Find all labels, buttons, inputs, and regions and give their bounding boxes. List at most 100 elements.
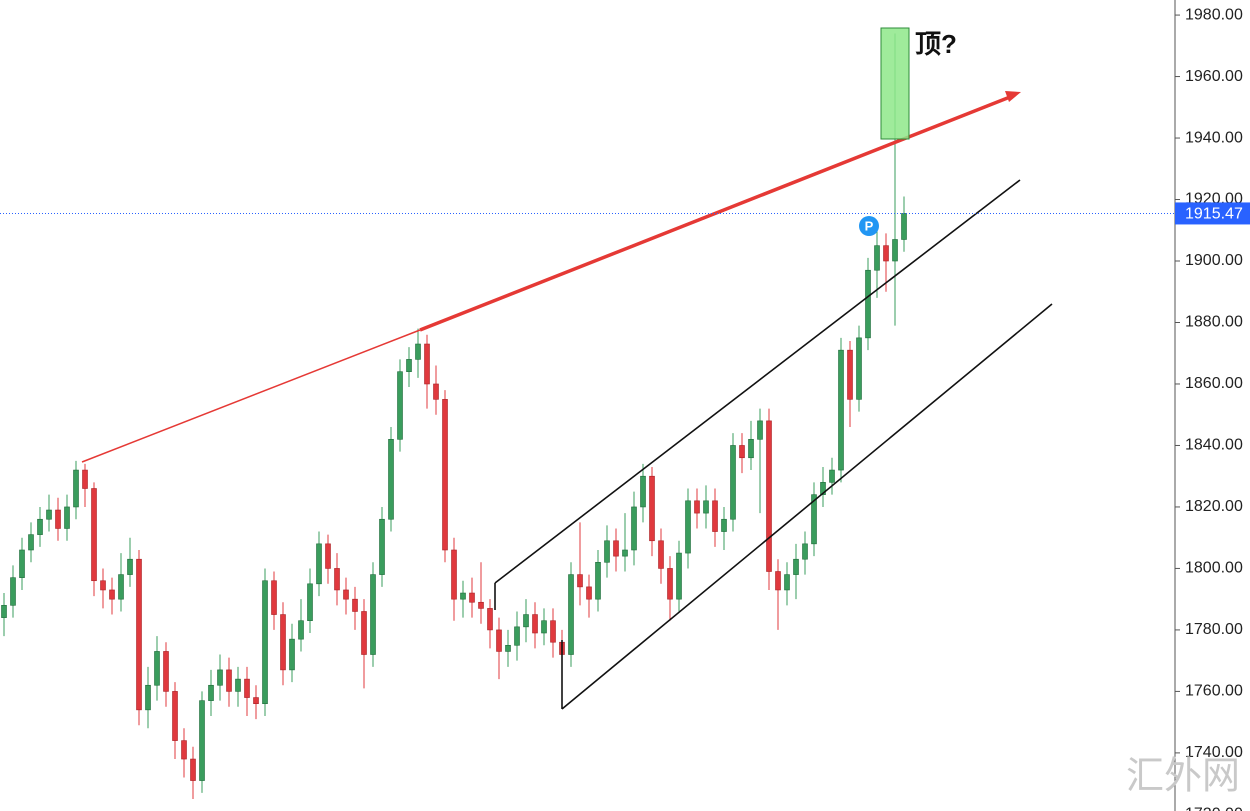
candle-body [856, 337, 862, 400]
marker-badge [859, 216, 879, 236]
candle-body [883, 245, 889, 262]
y-tick-label: 1760.00 [1185, 683, 1243, 700]
y-tick-label: 1880.00 [1185, 314, 1243, 331]
candle-body [730, 445, 736, 520]
candle-body [550, 620, 556, 643]
candle-body [739, 445, 745, 459]
y-tick-label: 1840.00 [1185, 437, 1243, 454]
candle-body [199, 700, 205, 781]
y-tick-label: 1740.00 [1185, 744, 1243, 761]
candle-body [847, 349, 853, 400]
candle-body [217, 669, 223, 686]
y-tick-label: 1860.00 [1185, 375, 1243, 392]
candle-body [145, 684, 151, 711]
candle-body [658, 540, 664, 569]
candle-body [811, 494, 817, 545]
y-tick-label: 1820.00 [1185, 498, 1243, 515]
candle-body [748, 439, 754, 459]
channel-line [561, 303, 1053, 710]
watermark: 汇外网 [1126, 756, 1240, 798]
candle-body [172, 691, 178, 741]
candle-body [487, 608, 493, 631]
candle-body [289, 638, 295, 671]
candle-body [721, 518, 727, 532]
candle-body [226, 669, 232, 692]
candle-body [802, 543, 808, 560]
candle-body [406, 359, 412, 372]
candle-body [685, 500, 691, 554]
candle-body [523, 614, 529, 628]
candle-body [469, 592, 475, 603]
candle-body [208, 684, 214, 701]
candle-body [388, 439, 394, 520]
candle-body [334, 568, 340, 591]
candle-body [478, 601, 484, 609]
candle-body [694, 500, 700, 514]
candle-body [55, 509, 61, 529]
candle-body [370, 574, 376, 655]
candle-body [622, 549, 628, 557]
candle-body [64, 506, 70, 529]
candle-body [793, 558, 799, 575]
candle-body [640, 475, 646, 508]
candle-body [352, 598, 358, 612]
candle-body [433, 383, 439, 400]
candle-body [838, 349, 844, 471]
candle-body [415, 343, 421, 360]
arrow-head [1005, 91, 1021, 102]
candle-body [631, 506, 637, 551]
candle-body [568, 574, 574, 655]
candle-body [829, 469, 835, 483]
axis-ticks: 1720.00 1740.00 1760.00 1780.00 1800.00 1820.… [1175, 6, 1243, 811]
candle-body [73, 469, 79, 508]
candle-body [1, 605, 7, 618]
candle-body [586, 586, 592, 600]
candle-body [397, 371, 403, 440]
candle-body [136, 558, 142, 711]
candle-body [595, 561, 601, 600]
y-tick-label: 1960.00 [1185, 68, 1243, 85]
candle-body [496, 629, 502, 652]
candle-body [784, 574, 790, 591]
candle-body [298, 620, 304, 640]
y-tick-label: 1800.00 [1185, 560, 1243, 577]
candle-body [91, 488, 97, 582]
candle-body [676, 552, 682, 600]
candle-body [505, 644, 511, 652]
candle-body [190, 758, 196, 781]
y-tick-label: 1900.00 [1185, 252, 1243, 269]
candle-body [280, 614, 286, 671]
candle-body [10, 577, 16, 606]
last-price-box [1175, 202, 1250, 225]
candle-body [757, 420, 763, 440]
candle-body [667, 568, 673, 600]
y-tick-label: 1980.00 [1185, 6, 1243, 23]
y-tick-label: 1940.00 [1185, 129, 1243, 146]
marker-label: P [865, 218, 874, 233]
highlight-box [880, 27, 910, 140]
candle-body [424, 343, 430, 385]
candle-body [154, 651, 160, 686]
candle-body [865, 269, 871, 339]
y-tick-label: 1720.00 [1185, 806, 1243, 811]
candle-body [775, 571, 781, 591]
candle-body [325, 543, 331, 569]
candle-body [244, 678, 250, 698]
candle-body [100, 580, 106, 591]
trend-line [81, 329, 421, 463]
candle-body [118, 574, 124, 600]
candle-body [28, 534, 34, 551]
candle-body [181, 740, 187, 760]
candle-body [442, 399, 448, 551]
candle-body [46, 509, 52, 520]
candle-body [703, 500, 709, 514]
candle-body [712, 500, 718, 532]
candle-body [271, 580, 277, 615]
candle-body [577, 574, 583, 588]
candle-body [874, 245, 880, 271]
candle-body [82, 469, 88, 489]
candle-body [235, 678, 241, 692]
candle-body [451, 549, 457, 600]
candle-body [532, 614, 538, 634]
candle-body [892, 239, 898, 262]
